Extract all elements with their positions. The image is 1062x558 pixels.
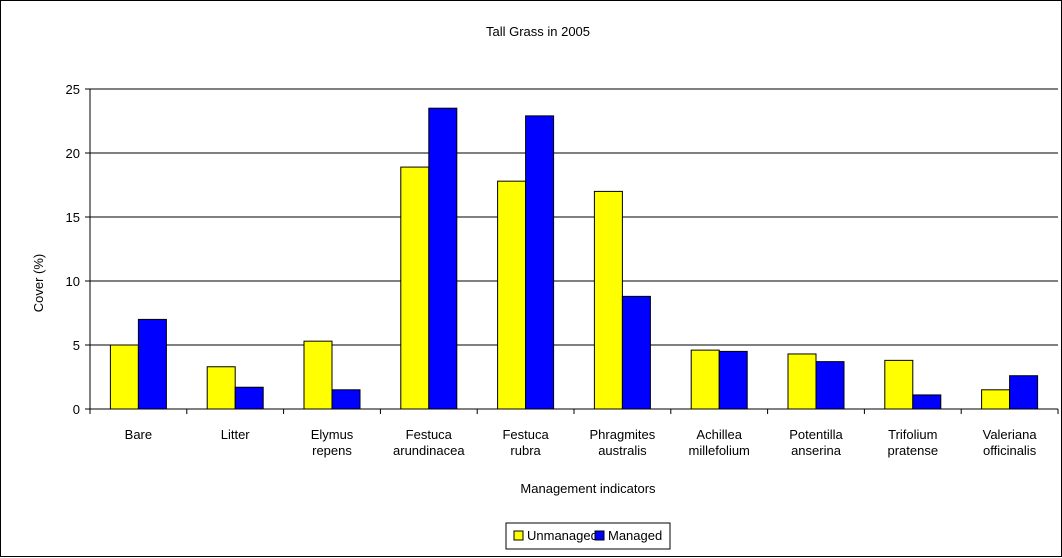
legend-swatch (513, 530, 524, 541)
bar-unmanaged (787, 353, 817, 410)
bar-unmanaged (690, 349, 720, 410)
chart-title: Tall Grass in 2005 (486, 24, 590, 39)
y-tick-label: 25 (66, 82, 80, 97)
legend: Unmanaged Managed (505, 522, 671, 550)
y-tick-label: 10 (66, 274, 80, 289)
x-tick-label: anserina (791, 443, 842, 458)
x-tick-label: rubra (510, 443, 541, 458)
legend-swatch (594, 530, 605, 541)
bar-managed (621, 295, 651, 410)
gridlines (90, 88, 1058, 346)
bars (109, 107, 1039, 410)
x-tick-label: Potentilla (789, 427, 843, 442)
bar-managed (718, 350, 748, 410)
bar-managed (815, 361, 845, 410)
bar-unmanaged (109, 344, 139, 410)
y-tick-label: 20 (66, 146, 80, 161)
x-tick-label: Festuca (502, 427, 549, 442)
x-tick-label: repens (312, 443, 352, 458)
y-tick-label: 0 (73, 402, 80, 417)
x-tick-label: Elymus (311, 427, 354, 442)
y-tick-label: 5 (73, 338, 80, 353)
x-tick-labels: Bare Litter ElymusrepensFestucaarundinacea… (125, 427, 1038, 458)
bar-managed (234, 386, 264, 410)
bar-managed (137, 318, 167, 410)
bar-unmanaged (400, 166, 430, 410)
x-tick-label: Litter (221, 427, 251, 442)
bar-managed (1009, 375, 1039, 410)
bar-unmanaged (303, 340, 333, 410)
x-tick-label: Valeriana (983, 427, 1038, 442)
legend-box (505, 522, 671, 550)
bar-managed (428, 107, 458, 410)
x-axis-label: Management indicators (520, 481, 656, 496)
y-tick-labels: 0 5 10 15 20 25 (66, 82, 80, 417)
x-tick-label: australis (598, 443, 647, 458)
bar-unmanaged (981, 389, 1011, 410)
x-tick-label: pratense (888, 443, 939, 458)
x-tick-label: Trifolium (888, 427, 937, 442)
y-axis-label: Cover (%) (31, 254, 46, 313)
bar-managed (331, 389, 361, 410)
legend-entry: Managed (608, 528, 662, 543)
x-tick-label: Phragmites (590, 427, 656, 442)
x-tick-label: officinalis (983, 443, 1037, 458)
axes (85, 88, 1059, 414)
bar-managed (912, 394, 942, 410)
x-tick-label: Achillea (696, 427, 742, 442)
x-tick-label: Festuca (406, 427, 453, 442)
bar-managed (525, 115, 555, 410)
bar-unmanaged (206, 366, 236, 410)
legend-entry: Unmanaged (527, 528, 598, 543)
bar-unmanaged (497, 180, 527, 410)
x-tick-label: arundinacea (393, 443, 465, 458)
bar-unmanaged (884, 359, 914, 410)
x-tick-label: Bare (125, 427, 152, 442)
y-tick-label: 15 (66, 210, 80, 225)
x-tick-label: millefolium (688, 443, 749, 458)
bar-unmanaged (593, 190, 623, 410)
